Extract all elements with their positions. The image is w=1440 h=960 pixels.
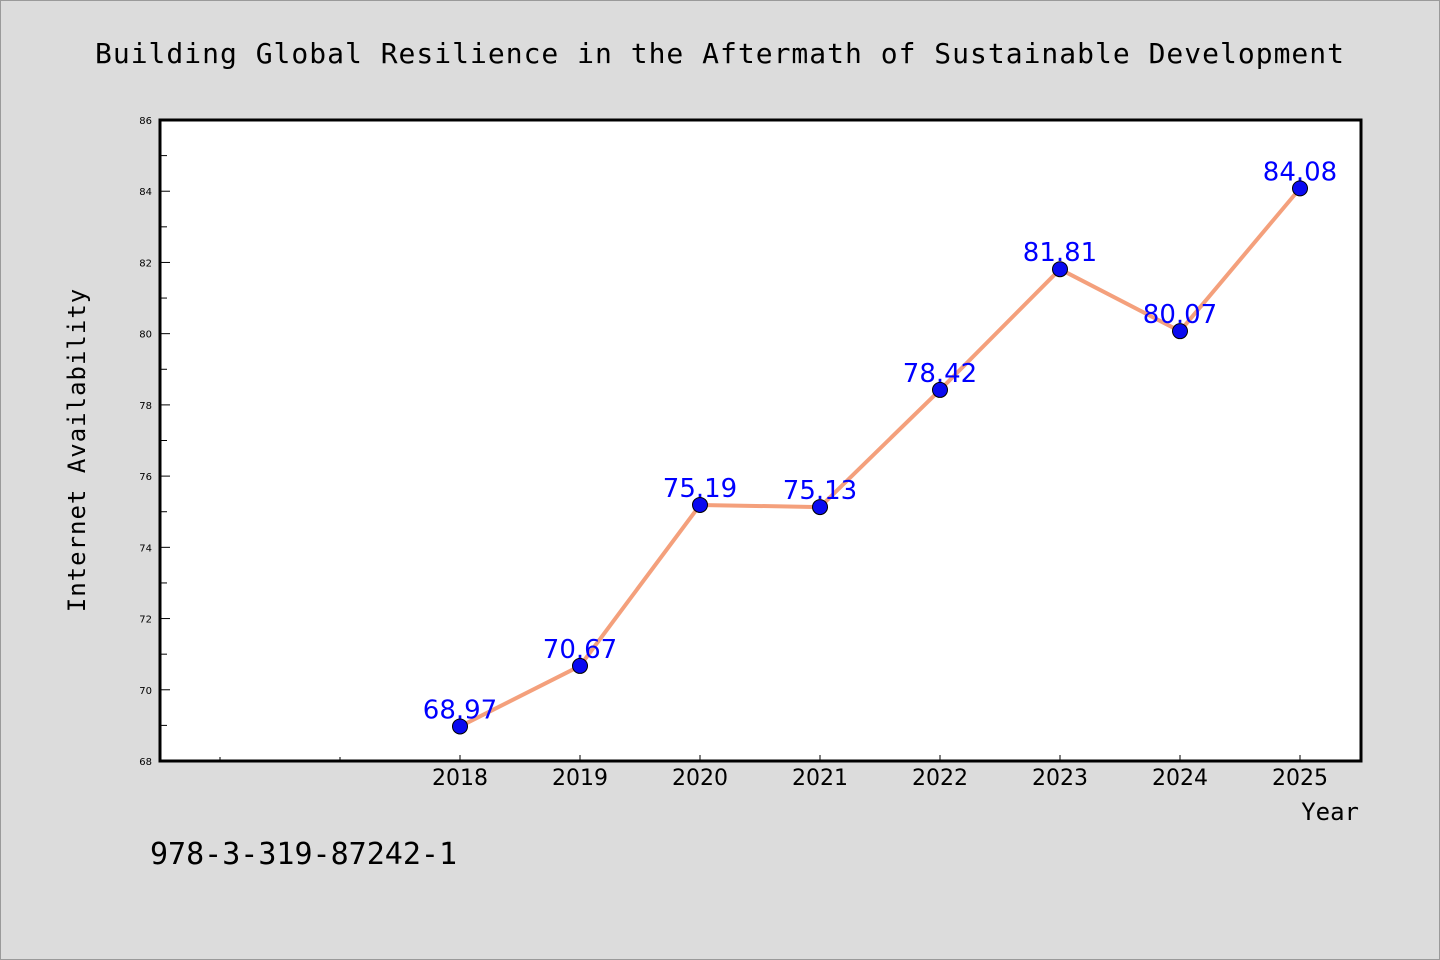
data-point [812,499,828,516]
x-tick-label: 2021 [792,766,848,791]
data-point [1292,180,1308,197]
plot-area [158,118,1363,763]
data-point [692,496,708,513]
data-point [1172,323,1188,340]
x-tick-label: 2019 [552,766,608,791]
x-tick-label: 2018 [432,766,488,791]
y-tick-label: 76 [139,472,152,483]
data-point [932,381,948,398]
series-line-path [458,186,1302,729]
x-tick-label: 2025 [1272,766,1328,791]
x-tick-label: 2024 [1152,766,1208,791]
data-point [452,718,468,735]
series-markers [452,180,1308,735]
data-point [1052,261,1068,278]
y-tick-label: 78 [139,401,152,412]
data-label: 84.08 [1263,157,1337,187]
y-tick-label: 84 [139,187,152,198]
data-point [572,657,588,674]
y-axis-label: Internet Availability [63,288,91,612]
data-labels: 68.97 70.67 75.19 75.13 78.42 81.81 80.07 84.08 [423,157,1337,725]
y-tick-label: 80 [139,330,152,341]
data-label: 81.81 [1023,238,1097,268]
chart-title: Building Global Resilience in the Afterm… [95,37,1345,70]
y-tick-label: 82 [139,258,152,269]
x-tick-label: 2020 [672,766,728,791]
data-label: 78.42 [903,359,977,389]
footer-isbn: 978-3-319-87242-1 [150,837,457,872]
data-label: 68.97 [423,695,497,725]
y-tick-label: 70 [139,686,152,697]
y-tick-label: 72 [139,615,152,626]
y-tick-label: 86 [139,116,152,127]
x-axis: 2018 2019 2020 2021 2022 2023 2024 2025 [219,755,1328,791]
data-label: 70.67 [543,635,617,665]
y-axis: 68 70 72 74 76 78 80 82 84 86 [139,116,170,768]
y-tick-label: 68 [139,757,152,768]
data-label: 75.19 [663,474,737,504]
data-label: 75.13 [783,476,857,506]
x-tick-label: 2023 [1032,766,1088,791]
series-line [458,186,1302,729]
y-tick-label: 74 [139,543,152,554]
x-axis-label: Year [1301,798,1359,826]
data-label: 80.07 [1143,300,1217,330]
x-tick-label: 2022 [912,766,968,791]
